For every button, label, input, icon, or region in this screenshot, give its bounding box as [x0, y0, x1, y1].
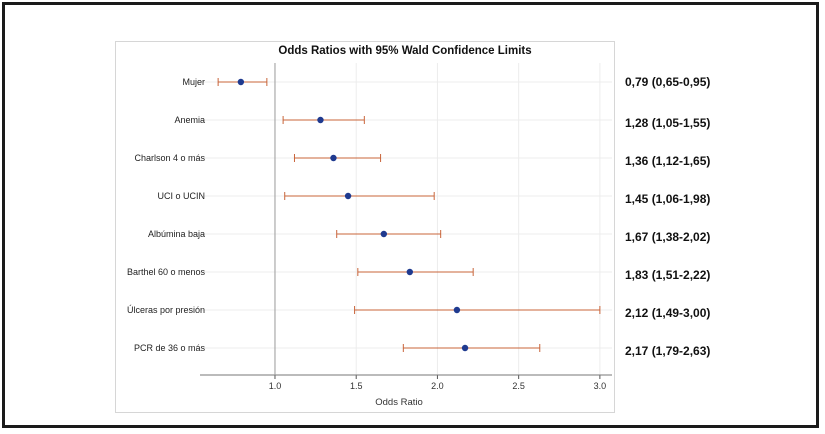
x-tick-label: 3.0	[594, 381, 607, 391]
ci-value-text: 2,17 (1,79-2,63)	[625, 344, 711, 358]
row-label: PCR de 36 o más	[134, 343, 206, 353]
odds-ratio-point	[453, 306, 461, 314]
odds-ratio-point	[317, 116, 324, 124]
odds-ratio-point	[237, 78, 245, 86]
x-axis-label: Odds Ratio	[375, 397, 423, 408]
x-tick-label: 2.0	[431, 381, 444, 391]
odds-ratio-point	[461, 344, 469, 352]
x-tick-label: 1.0	[269, 381, 282, 391]
ci-value-text: 1,67 (1,38-2,02)	[625, 230, 711, 244]
ci-value-text: 2,12 (1,49-3,00)	[625, 306, 711, 320]
row-label: Barthel 60 o menos	[127, 267, 206, 277]
x-tick-label: 1.5	[350, 381, 363, 391]
odds-ratio-point	[330, 154, 337, 162]
x-tick-label: 2.5	[512, 381, 525, 391]
forest-plot: Odds Ratios with 95% Wald Confidence Lim…	[127, 45, 612, 408]
row-label: Charlson 4 o más	[134, 153, 205, 163]
row-label: UCI o UCIN	[157, 191, 205, 201]
ci-value-text: 1,45 (1,06-1,98)	[625, 192, 711, 206]
row-label: Úlceras por presión	[127, 305, 205, 315]
ci-value-text: 1,28 (1,05-1,55)	[625, 116, 711, 130]
odds-ratio-point	[406, 268, 414, 276]
plot-panel	[115, 41, 615, 413]
row-label: Mujer	[182, 77, 205, 87]
ci-value-text: 1,36 (1,12-1,65)	[625, 154, 711, 168]
row-label: Albúmina baja	[148, 229, 205, 239]
ci-value-text: 1,83 (1,51-2,22)	[625, 268, 711, 282]
chart-title: Odds Ratios with 95% Wald Confidence Lim…	[278, 45, 531, 57]
figure-frame: Odds Ratios with 95% Wald Confidence Lim…	[2, 2, 819, 428]
row-label: Anemia	[174, 115, 205, 125]
ci-value-text: 0,79 (0,65-0,95)	[625, 75, 711, 89]
odds-ratio-point	[344, 192, 352, 200]
odds-ratio-point	[380, 230, 388, 238]
